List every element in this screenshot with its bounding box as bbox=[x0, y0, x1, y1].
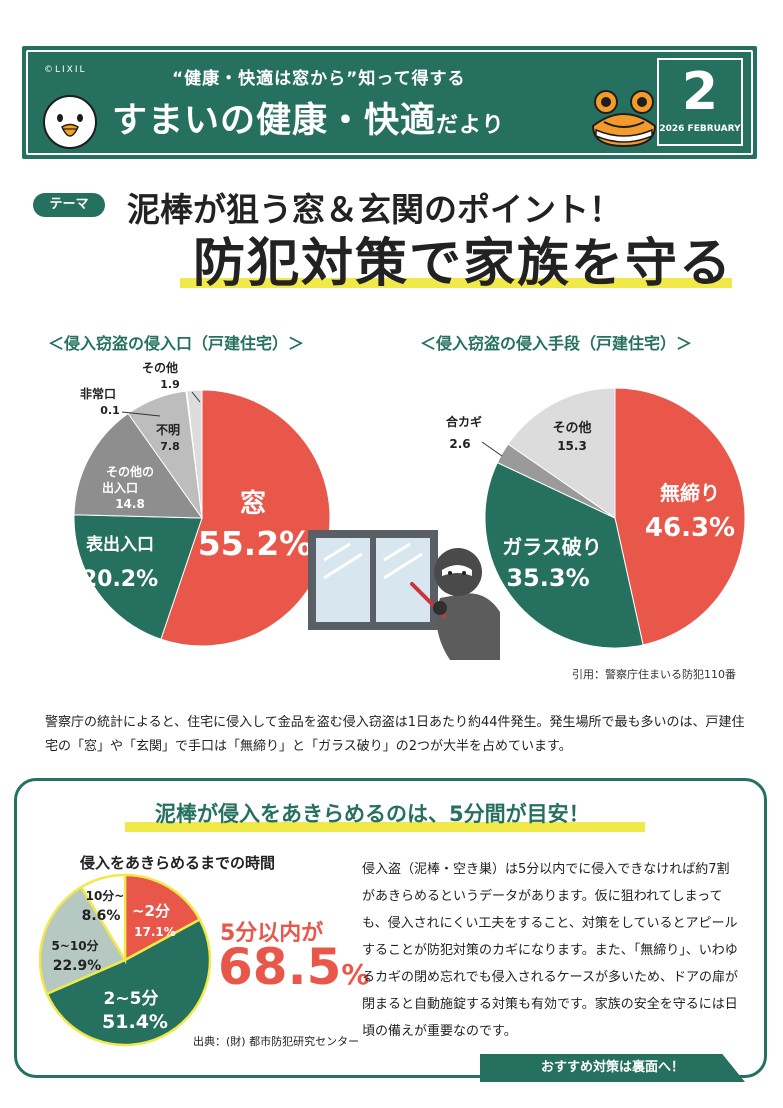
value-2-5min: 51.4% bbox=[102, 1011, 168, 1033]
pie-slice bbox=[73, 412, 203, 519]
value-unlocked: 46.3% bbox=[645, 513, 735, 543]
chick-mascot-icon bbox=[43, 95, 97, 149]
header-subtitle: “健康・快適は窓から”知って得する bbox=[172, 69, 466, 89]
label-2-5min: 2~5分 bbox=[104, 989, 159, 1009]
section2-frame bbox=[14, 778, 767, 1078]
big-percent-label: 5分以内が bbox=[220, 921, 324, 946]
issue-number: 2 bbox=[681, 62, 719, 122]
window-pane-left bbox=[316, 538, 370, 622]
label-unlocked: 無締り bbox=[660, 481, 720, 505]
entry-method-pie-chart: 合カギ 2.6 その他 15.3 無締り 46.3% ガラス破り 35.3% bbox=[446, 387, 746, 649]
value-other-entrance: 14.8 bbox=[115, 497, 145, 511]
burglar-body bbox=[436, 593, 500, 660]
pie-slice bbox=[186, 389, 203, 519]
label-10min-plus: 10分~ bbox=[86, 888, 125, 903]
header-title-small: だより bbox=[436, 113, 505, 138]
headline-line2: 防犯対策で家族を守る bbox=[193, 234, 734, 294]
label-other-method: その他 bbox=[552, 420, 591, 436]
big-percent-value: 68.5 bbox=[218, 938, 342, 996]
pie-slice bbox=[484, 461, 644, 649]
label-window: 窓 bbox=[240, 488, 266, 519]
value-glass-break: 35.3% bbox=[506, 564, 589, 592]
chart3-title: 侵入をあきらめるまでの時間 bbox=[80, 854, 276, 872]
chart2-title: ＜侵入窃盗の侵入手段（戸建住宅）＞ bbox=[420, 334, 693, 353]
value-unknown: 7.8 bbox=[160, 440, 180, 453]
issue-box: 2 2026 FEBRUARY bbox=[657, 58, 743, 146]
value-other-method: 15.3 bbox=[557, 439, 587, 453]
section2-title: 泥棒が侵入をあきらめるのは、5分間が目安！ bbox=[155, 802, 590, 826]
section2-paragraph: 侵入盗（泥棒・空き巣）は5分以内でに侵入できなければ約7割があきらめるというデー… bbox=[362, 862, 738, 1039]
source-citation-1: 引用：警察庁住まいる防犯110番 bbox=[572, 668, 736, 681]
value-copy-key: 2.6 bbox=[449, 437, 470, 451]
label-copy-key: 合カギ bbox=[446, 414, 482, 429]
label-unknown: 不明 bbox=[156, 423, 180, 437]
label-front-door: 表出入口 bbox=[86, 534, 154, 555]
see-back-banner[interactable]: おすすめ対策は裏面へ！ bbox=[480, 1054, 745, 1082]
giveup-time-pie-chart: 10分~ 8.6% 5~10分 22.9% ~2分 17.1% 2~5分 51.… bbox=[38, 873, 212, 1047]
brand-logo: ©LIXIL bbox=[44, 65, 87, 75]
value-front-door: 20.2% bbox=[82, 567, 158, 592]
big-percent-unit: % bbox=[341, 958, 370, 991]
issue-date: 2026 FEBRUARY bbox=[659, 124, 741, 134]
chart1-title: ＜侵入窃盗の侵入口（戸建住宅）＞ bbox=[48, 334, 305, 353]
pie-slice bbox=[38, 885, 127, 996]
newsletter-header: ©LIXIL “健康・快適は窓から”知って得する すまいの健康・快適だより 2 … bbox=[22, 46, 757, 159]
section2-highlight bbox=[125, 822, 645, 832]
headline-highlight bbox=[180, 278, 732, 288]
pie-slice bbox=[123, 873, 202, 963]
pie-slice bbox=[507, 387, 616, 519]
value-10min-plus: 8.6% bbox=[82, 908, 121, 924]
label-other-entrance-1: その他の bbox=[106, 464, 154, 479]
value-under-2min: 17.1% bbox=[134, 925, 176, 939]
theme-tag: テーマ bbox=[33, 193, 105, 217]
label-emergency: 非常口 bbox=[80, 386, 116, 401]
label-other-entrance-2: 出入口 bbox=[102, 480, 138, 495]
header-title: すまいの健康・快適だより bbox=[112, 92, 505, 143]
callout-line-copykey bbox=[481, 441, 503, 457]
header-frame bbox=[26, 50, 753, 155]
header-title-main: すまいの健康・快適 bbox=[112, 101, 437, 141]
pie-slice bbox=[614, 387, 746, 646]
window-pane-right bbox=[376, 538, 430, 622]
burglar-window-illustration bbox=[308, 530, 500, 660]
pie-slice bbox=[79, 873, 127, 965]
value-5-10min: 22.9% bbox=[53, 958, 102, 974]
label-5-10min: 5~10分 bbox=[51, 938, 98, 953]
label-other: その他 bbox=[142, 360, 178, 375]
label-glass-break: ガラス破り bbox=[502, 535, 602, 559]
pie-slice bbox=[45, 917, 212, 1047]
value-emergency: 0.1 bbox=[100, 404, 120, 417]
label-under-2min: ~2分 bbox=[132, 902, 170, 920]
pie-slice bbox=[73, 514, 203, 640]
callout-line-other bbox=[191, 391, 201, 403]
headline-line1: 泥棒が狙う窓＆玄関のポイント！ bbox=[127, 190, 622, 229]
source-citation-2: 出典：(財) 都市防犯研究センター bbox=[193, 1035, 360, 1048]
callout-line-emergency bbox=[121, 411, 161, 417]
entry-point-pie-chart: その他 1.9 非常口 0.1 不明 7.8 その他の 出入口 14.8 表出入… bbox=[73, 360, 331, 647]
value-other: 1.9 bbox=[160, 378, 180, 391]
intro-paragraph: 警察庁の統計によると、住宅に侵入して金品を盗む侵入窃盗は1日あたり約44件発生。… bbox=[45, 715, 745, 754]
big-percent: 68.5% bbox=[218, 938, 369, 996]
frog-mascot-icon bbox=[591, 90, 657, 148]
value-window: 55.2% bbox=[198, 524, 313, 563]
